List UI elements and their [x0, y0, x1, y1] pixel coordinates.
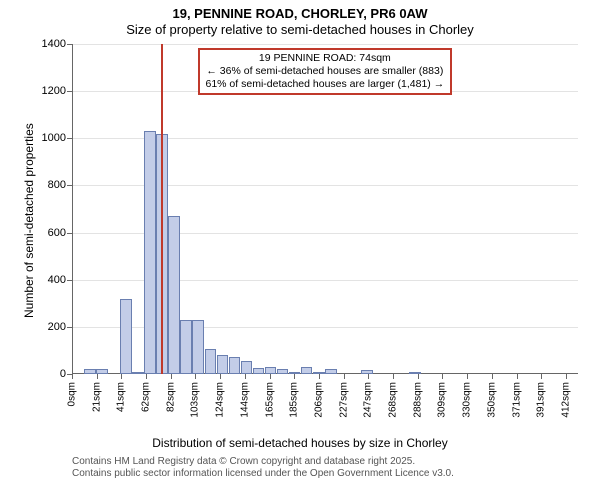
histogram-bar: [229, 357, 241, 374]
histogram-bar: [192, 320, 204, 374]
xtick-label: 412sqm: [560, 382, 571, 418]
xtick-label: 391sqm: [536, 382, 547, 418]
xtick-mark: [270, 374, 271, 379]
xtick-mark: [492, 374, 493, 379]
xtick-label: 268sqm: [388, 382, 399, 418]
xtick-mark: [121, 374, 122, 379]
histogram-bar: [144, 131, 156, 374]
xtick-label: 350sqm: [486, 382, 497, 418]
annotation-line: ← 36% of semi-detached houses are smalle…: [206, 65, 445, 78]
ytick-label: 1400: [42, 38, 66, 50]
histogram-bar: [325, 369, 337, 374]
xtick-label: 371sqm: [511, 382, 522, 418]
histogram-bar: [84, 369, 96, 374]
histogram-bar: [217, 355, 229, 374]
histogram-bar: [205, 349, 217, 374]
xtick-mark: [541, 374, 542, 379]
xtick-mark: [146, 374, 147, 379]
xtick-label: 165sqm: [264, 382, 275, 418]
xtick-label: 103sqm: [190, 382, 201, 418]
xtick-label: 0sqm: [67, 382, 78, 406]
xtick-label: 144sqm: [239, 382, 250, 418]
xtick-label: 330sqm: [462, 382, 473, 418]
xtick-mark: [566, 374, 567, 379]
title-subtitle: Size of property relative to semi-detach…: [0, 22, 600, 37]
histogram-bar: [289, 372, 301, 374]
ytick-mark: [67, 91, 72, 92]
ytick-label: 0: [60, 368, 66, 380]
xtick-mark: [72, 374, 73, 379]
histogram-bar: [180, 320, 192, 374]
plot-area: 02004006008001000120014000sqm21sqm41sqm6…: [72, 44, 578, 374]
ytick-mark: [67, 233, 72, 234]
annotation-box: 19 PENNINE ROAD: 74sqm← 36% of semi-deta…: [198, 48, 453, 95]
xtick-mark: [344, 374, 345, 379]
histogram-bar: [361, 370, 373, 374]
histogram-bar: [409, 372, 421, 374]
xtick-label: 309sqm: [437, 382, 448, 418]
ytick-label: 600: [48, 227, 66, 239]
xtick-mark: [368, 374, 369, 379]
xtick-label: 206sqm: [313, 382, 324, 418]
annotation-line: 61% of semi-detached houses are larger (…: [206, 78, 445, 91]
histogram-bar: [313, 372, 325, 374]
xtick-label: 21sqm: [91, 382, 102, 412]
annotation-line: 19 PENNINE ROAD: 74sqm: [206, 52, 445, 65]
ytick-mark: [67, 185, 72, 186]
ytick-label: 1200: [42, 85, 66, 97]
xtick-mark: [245, 374, 246, 379]
xtick-label: 82sqm: [165, 382, 176, 412]
xtick-mark: [294, 374, 295, 379]
histogram-bar: [241, 361, 253, 374]
xtick-mark: [97, 374, 98, 379]
chart-container: 19, PENNINE ROAD, CHORLEY, PR6 0AW Size …: [0, 0, 600, 500]
histogram-bar: [265, 367, 277, 374]
histogram-bar: [120, 299, 132, 374]
title-address: 19, PENNINE ROAD, CHORLEY, PR6 0AW: [0, 6, 600, 21]
ytick-label: 200: [48, 321, 66, 333]
xtick-label: 124sqm: [215, 382, 226, 418]
ytick-mark: [67, 44, 72, 45]
reference-line: [161, 44, 163, 374]
histogram-bar: [132, 372, 144, 374]
xtick-label: 41sqm: [116, 382, 127, 412]
ytick-mark: [67, 138, 72, 139]
xtick-mark: [319, 374, 320, 379]
xtick-mark: [517, 374, 518, 379]
x-axis-label: Distribution of semi-detached houses by …: [0, 436, 600, 450]
xtick-label: 227sqm: [338, 382, 349, 418]
xtick-label: 288sqm: [412, 382, 423, 418]
gridline-h: [72, 44, 578, 45]
ytick-mark: [67, 327, 72, 328]
xtick-mark: [467, 374, 468, 379]
xtick-mark: [171, 374, 172, 379]
xtick-mark: [418, 374, 419, 379]
ytick-label: 1000: [42, 132, 66, 144]
xtick-label: 247sqm: [363, 382, 374, 418]
histogram-bar: [301, 367, 313, 374]
xtick-mark: [442, 374, 443, 379]
footer-attrib: Contains HM Land Registry data © Crown c…: [72, 456, 454, 480]
ytick-mark: [67, 280, 72, 281]
y-axis-label: Number of semi-detached properties: [22, 123, 36, 318]
xtick-mark: [220, 374, 221, 379]
footer-line2: Contains public sector information licen…: [72, 468, 454, 480]
xtick-label: 62sqm: [141, 382, 152, 412]
xtick-label: 185sqm: [289, 382, 300, 418]
histogram-bar: [168, 216, 180, 374]
ytick-label: 800: [48, 179, 66, 191]
xtick-mark: [393, 374, 394, 379]
histogram-bar: [277, 369, 289, 374]
ytick-label: 400: [48, 274, 66, 286]
histogram-bar: [253, 368, 265, 374]
xtick-mark: [195, 374, 196, 379]
footer-line1: Contains HM Land Registry data © Crown c…: [72, 456, 454, 468]
histogram-bar: [96, 369, 108, 374]
